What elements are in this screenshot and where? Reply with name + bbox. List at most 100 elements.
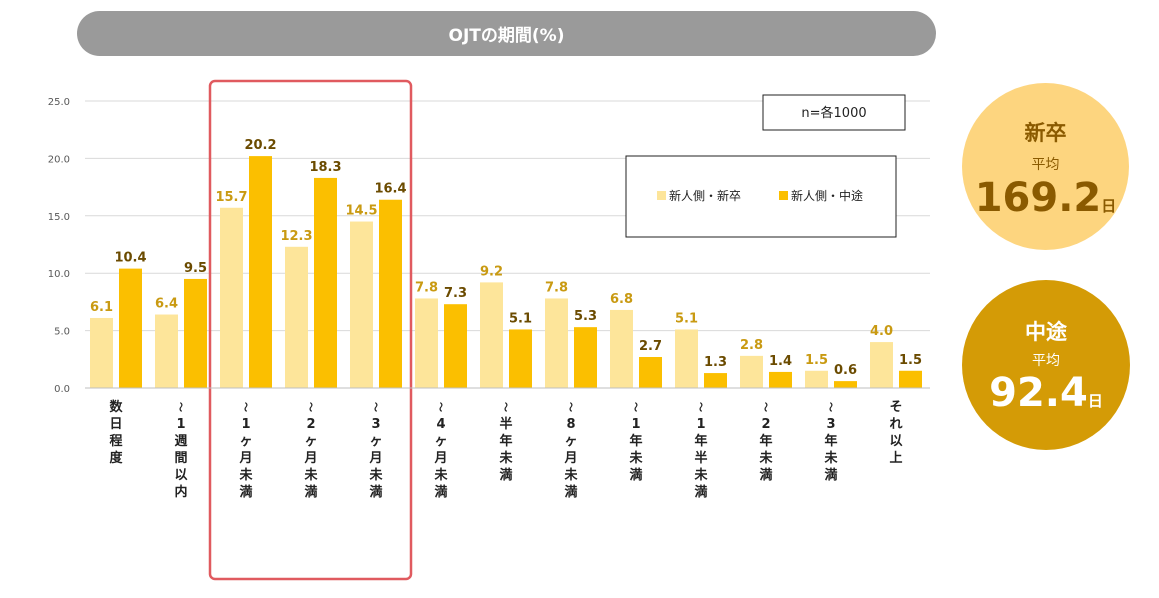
data-label: 9.5 (184, 261, 207, 276)
bar-new (545, 298, 568, 388)
legend-swatch (779, 191, 788, 200)
x-category-char: そ (889, 400, 902, 415)
x-category-char: ヶ (369, 434, 382, 449)
x-category-char: 未 (433, 467, 448, 483)
bar-new (740, 355, 763, 388)
bar-new (220, 207, 243, 388)
bar-new (870, 342, 893, 388)
x-category-char: 未 (368, 467, 383, 483)
average-label-mid-career: 平均 (1032, 353, 1060, 369)
average-value-new-graduate: 169.2 (974, 175, 1102, 221)
bar-mid (704, 373, 727, 388)
data-label: 5.3 (574, 309, 597, 324)
x-category-char: 月 (238, 451, 252, 466)
x-category-char: 月 (563, 451, 577, 466)
sample-note-box (762, 94, 906, 131)
average-circle-mid-career: 中途 平均 92.4日 (962, 280, 1130, 450)
data-label: 2.8 (740, 338, 763, 353)
bar-new (285, 246, 308, 388)
y-tick-label: 0.0 (54, 384, 70, 395)
x-category-char: 8 (566, 417, 575, 432)
average-unit-mid-career: 日 (1087, 392, 1103, 410)
x-category-char: ヶ (239, 434, 252, 449)
x-category-char: 月 (433, 451, 447, 466)
x-category-char: 内 (174, 484, 187, 500)
bar-new (350, 221, 373, 388)
x-category-char: 〜 (239, 402, 250, 412)
x-category-char: 月 (303, 451, 317, 466)
x-category-char: 未 (563, 467, 578, 483)
bar-new (155, 314, 178, 388)
x-category-char: 〜 (304, 402, 315, 412)
average-value-mid-career: 92.4 (989, 370, 1088, 416)
average-label-new-graduate: 平均 (1031, 157, 1060, 173)
bar-new (610, 309, 633, 388)
bar-mid (899, 370, 922, 388)
x-category-char: 年 (499, 433, 512, 449)
data-label: 6.8 (610, 292, 633, 307)
x-category-char: 上 (889, 451, 902, 466)
x-category-char: 満 (499, 467, 512, 483)
x-category-char: 年 (824, 433, 837, 449)
x-category-char: 半 (499, 416, 512, 432)
x-category-char: 間 (174, 451, 187, 466)
data-label: 7.8 (415, 280, 438, 295)
data-label: 15.7 (215, 190, 247, 205)
x-category-char: 年 (759, 433, 772, 449)
average-category-mid-career: 中途 (1025, 320, 1067, 344)
x-category-char: 満 (629, 467, 642, 483)
data-label: 2.7 (639, 339, 662, 354)
x-category-char: 以 (174, 468, 187, 483)
chart-title: OJTの期間(%) (77, 11, 936, 56)
bar-mid (639, 357, 662, 388)
x-category-char: 満 (434, 484, 447, 500)
x-category-char: 〜 (174, 402, 185, 412)
x-category-char: 未 (758, 450, 773, 466)
x-category-char: 2 (761, 417, 770, 432)
x-category-char: 〜 (759, 402, 770, 412)
x-category-char: 週 (174, 434, 187, 449)
legend-swatch (657, 191, 666, 200)
x-category-char: 満 (304, 484, 317, 500)
bar-mid (314, 177, 337, 388)
data-label: 1.3 (704, 355, 727, 370)
x-category-char: 〜 (694, 402, 705, 412)
x-category-char: 年 (694, 433, 707, 449)
average-circle-new-graduate: 新卒 平均 169.2日 (962, 83, 1129, 250)
data-label: 14.5 (345, 204, 377, 219)
x-category-char: ヶ (434, 434, 447, 449)
x-category-char: 3 (826, 417, 835, 432)
x-category-char: 月 (368, 451, 382, 466)
x-category-char: 年 (629, 433, 642, 449)
legend-box (625, 155, 897, 238)
y-tick-label: 5.0 (54, 327, 70, 338)
data-label: 1.5 (805, 353, 828, 368)
x-category-char: 1 (241, 417, 250, 432)
y-tick-label: 15.0 (48, 212, 70, 223)
bar-new (480, 282, 503, 388)
x-category-char: 未 (498, 450, 513, 466)
data-label: 7.3 (444, 286, 467, 301)
data-label: 0.6 (834, 363, 857, 378)
x-category-char: 度 (109, 450, 123, 466)
x-category-char: 未 (628, 450, 643, 466)
data-label: 5.1 (675, 311, 698, 326)
y-tick-label: 25.0 (48, 97, 70, 108)
x-category-char: 〜 (369, 402, 380, 412)
x-category-char: 1 (631, 417, 640, 432)
legend-label: 新人側・中途 (791, 188, 863, 203)
x-category-char: 未 (238, 467, 253, 483)
average-category-new-graduate: 新卒 (1024, 121, 1067, 145)
average-unit-new-graduate: 日 (1101, 197, 1117, 215)
x-category-char: 4 (436, 417, 445, 432)
bar-mid (769, 371, 792, 388)
x-category-char: 満 (694, 484, 707, 500)
data-label: 16.4 (374, 182, 406, 197)
bar-mid (119, 268, 142, 388)
x-category-char: 〜 (564, 402, 575, 412)
x-category-char: 未 (303, 467, 318, 483)
bar-new (90, 317, 113, 388)
x-category-char: 日 (109, 417, 122, 432)
y-tick-label: 10.0 (48, 269, 70, 280)
